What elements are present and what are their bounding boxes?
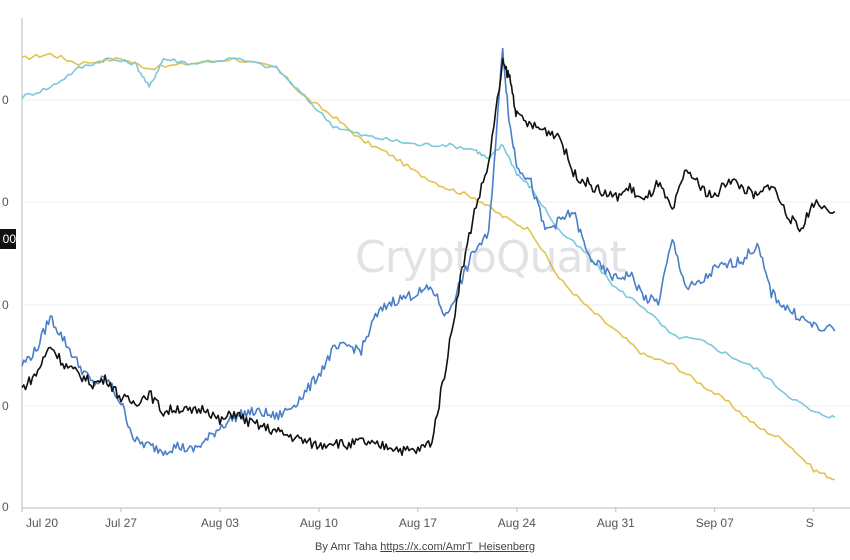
series-line-0 <box>21 52 835 481</box>
x-tick-label: Jul 27 <box>105 516 137 530</box>
x-tick-label: Aug 17 <box>399 516 437 530</box>
credit-link[interactable]: https://x.com/AmrT_Heisenberg <box>380 541 535 553</box>
chart-series-group <box>21 47 836 481</box>
x-tick-label: Aug 10 <box>300 516 338 530</box>
chart-grid <box>22 99 850 407</box>
series-line-3 <box>21 57 836 456</box>
x-tick-label: Sep 07 <box>696 516 734 530</box>
series-line-1 <box>21 57 836 419</box>
y-tick-label: 0 <box>2 93 9 107</box>
y-tick-label: 0 <box>2 500 9 514</box>
credit-prefix: By Amr Taha <box>315 541 381 553</box>
watermark: CryptoQuant <box>355 232 627 283</box>
y-value-badge: 00 <box>0 229 16 249</box>
x-tick-label: Aug 31 <box>597 516 635 530</box>
y-tick-label: 0 <box>2 298 9 312</box>
x-tick-label: Jul 20 <box>26 516 58 530</box>
x-tick-label: Aug 24 <box>498 516 536 530</box>
credit-line: By Amr Taha https://x.com/AmrT_Heisenber… <box>0 541 850 553</box>
y-tick-label: 0 <box>2 195 9 209</box>
y-tick-label: 0 <box>2 399 9 413</box>
x-tick-label: Aug 03 <box>201 516 239 530</box>
x-tick-label: S <box>806 516 814 530</box>
series-line-2 <box>21 47 836 457</box>
